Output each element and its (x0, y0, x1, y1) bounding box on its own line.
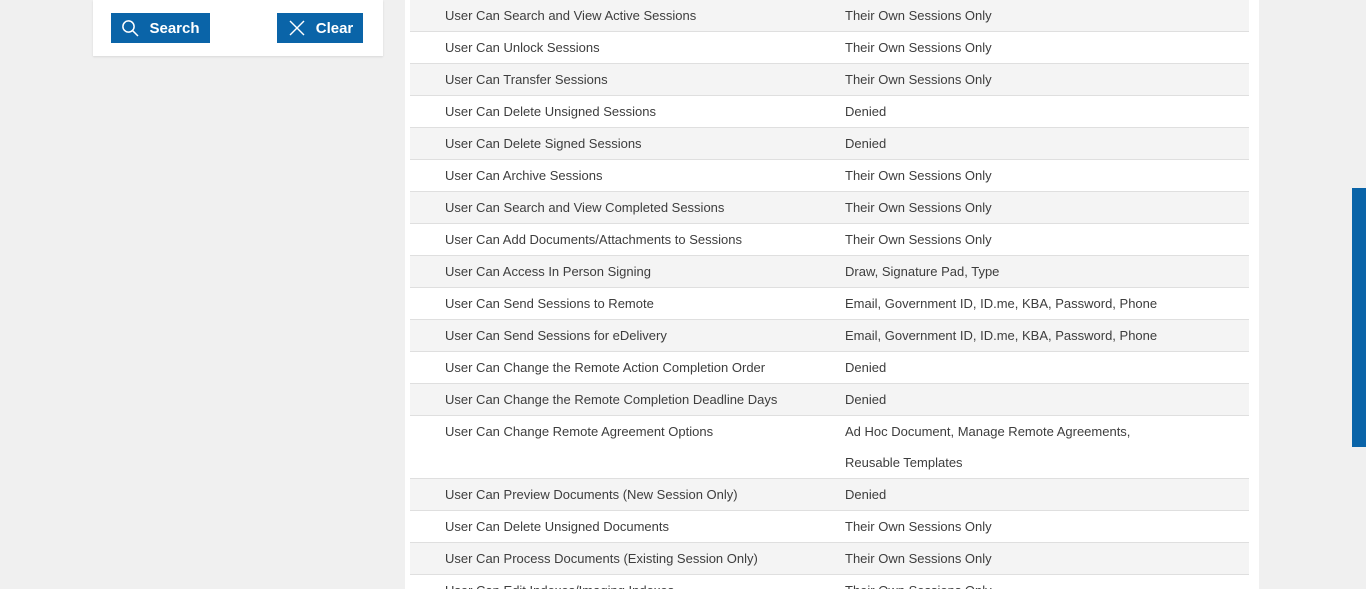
search-panel: Search Clear (93, 0, 383, 56)
permission-value: Their Own Sessions Only (845, 200, 992, 215)
permission-value: Denied (845, 136, 887, 151)
permission-value: Denied (845, 360, 887, 375)
permission-name: User Can Delete Unsigned Sessions (445, 104, 656, 119)
permissions-table: User Can Search and View Active Sessions… (410, 0, 1249, 589)
search-icon (121, 19, 140, 38)
table-row[interactable]: User Can Change the Remote Action Comple… (410, 352, 1249, 384)
table-row[interactable]: User Can Send Sessions for eDelivery Ema… (410, 320, 1249, 352)
permission-name: User Can Change the Remote Action Comple… (445, 360, 766, 375)
permission-value: Draw, Signature Pad, Type (845, 264, 1000, 279)
permission-name: User Can Edit Indexes/Imaging Indexes (410, 575, 845, 589)
table-row[interactable]: User Can Change Remote Agreement Options… (410, 416, 1249, 479)
permission-name: User Can Search and View Active Sessions (445, 8, 697, 23)
permission-value: Denied (845, 392, 887, 407)
permission-value: Email, Government ID, ID.me, KBA, Passwo… (845, 296, 1158, 311)
permission-value: Their Own Sessions Only (845, 168, 992, 183)
table-row[interactable]: User Can Delete Unsigned Sessions Denied (410, 96, 1249, 128)
permission-value: Their Own Sessions Only (845, 519, 992, 534)
permission-name: User Can Change the Remote Completion De… (445, 392, 778, 407)
table-row[interactable]: User Can Search and View Active Sessions… (410, 0, 1249, 32)
search-button[interactable]: Search (111, 13, 210, 43)
permission-name: User Can Send Sessions for eDelivery (445, 328, 667, 343)
permission-value: Their Own Sessions Only (845, 72, 992, 87)
permissions-panel: User Can Search and View Active Sessions… (405, 0, 1259, 589)
table-row[interactable]: User Can Transfer Sessions Their Own Ses… (410, 64, 1249, 96)
permission-name: User Can Preview Documents (New Session … (445, 487, 738, 502)
permission-name: User Can Access In Person Signing (445, 264, 651, 279)
table-row[interactable]: User Can Send Sessions to Remote Email, … (410, 288, 1249, 320)
permission-value: Denied (845, 487, 887, 502)
permission-name: User Can Process Documents (Existing Ses… (445, 551, 758, 566)
clear-button[interactable]: Clear (277, 13, 363, 43)
permission-value: Their Own Sessions Only (845, 551, 992, 566)
scrollbar-thumb[interactable] (1352, 188, 1366, 447)
permission-name: User Can Transfer Sessions (445, 72, 608, 87)
table-row[interactable]: User Can Search and View Completed Sessi… (410, 192, 1249, 224)
search-button-label: Search (149, 19, 200, 37)
table-row[interactable]: User Can Delete Signed Sessions Denied (410, 128, 1249, 160)
table-row[interactable]: User Can Edit Indexes/Imaging Indexes Th… (410, 575, 1249, 589)
permission-name: User Can Delete Unsigned Documents (445, 519, 669, 534)
permission-value: Email, Government ID, ID.me, KBA, Passwo… (845, 328, 1158, 343)
table-row[interactable]: User Can Delete Unsigned Documents Their… (410, 511, 1249, 543)
permission-value: Their Own Sessions Only (845, 40, 992, 55)
permission-name: User Can Send Sessions to Remote (445, 296, 654, 311)
permission-name: User Can Delete Signed Sessions (445, 136, 642, 151)
clear-button-label: Clear (315, 19, 354, 37)
table-row[interactable]: User Can Unlock Sessions Their Own Sessi… (410, 32, 1249, 64)
permission-name: User Can Unlock Sessions (445, 40, 600, 55)
clear-x-icon (287, 18, 307, 38)
table-row[interactable]: User Can Change the Remote Completion De… (410, 384, 1249, 416)
table-row[interactable]: User Can Preview Documents (New Session … (410, 479, 1249, 511)
permission-value: Their Own Sessions Only (845, 8, 992, 23)
permission-name: User Can Search and View Completed Sessi… (445, 200, 725, 215)
permission-value: Denied (845, 104, 887, 119)
table-row[interactable]: User Can Archive Sessions Their Own Sess… (410, 160, 1249, 192)
permission-name: User Can Change Remote Agreement Options (445, 424, 714, 439)
table-row[interactable]: User Can Add Documents/Attachments to Se… (410, 224, 1249, 256)
permission-value: Their Own Sessions Only (845, 575, 1185, 589)
table-row[interactable]: User Can Process Documents (Existing Ses… (410, 543, 1249, 575)
permission-name: User Can Add Documents/Attachments to Se… (445, 232, 742, 247)
permission-value: Their Own Sessions Only (845, 232, 992, 247)
permission-name: User Can Archive Sessions (445, 168, 603, 183)
table-row[interactable]: User Can Access In Person Signing Draw, … (410, 256, 1249, 288)
permission-value: Ad Hoc Document, Manage Remote Agreement… (845, 424, 1131, 470)
